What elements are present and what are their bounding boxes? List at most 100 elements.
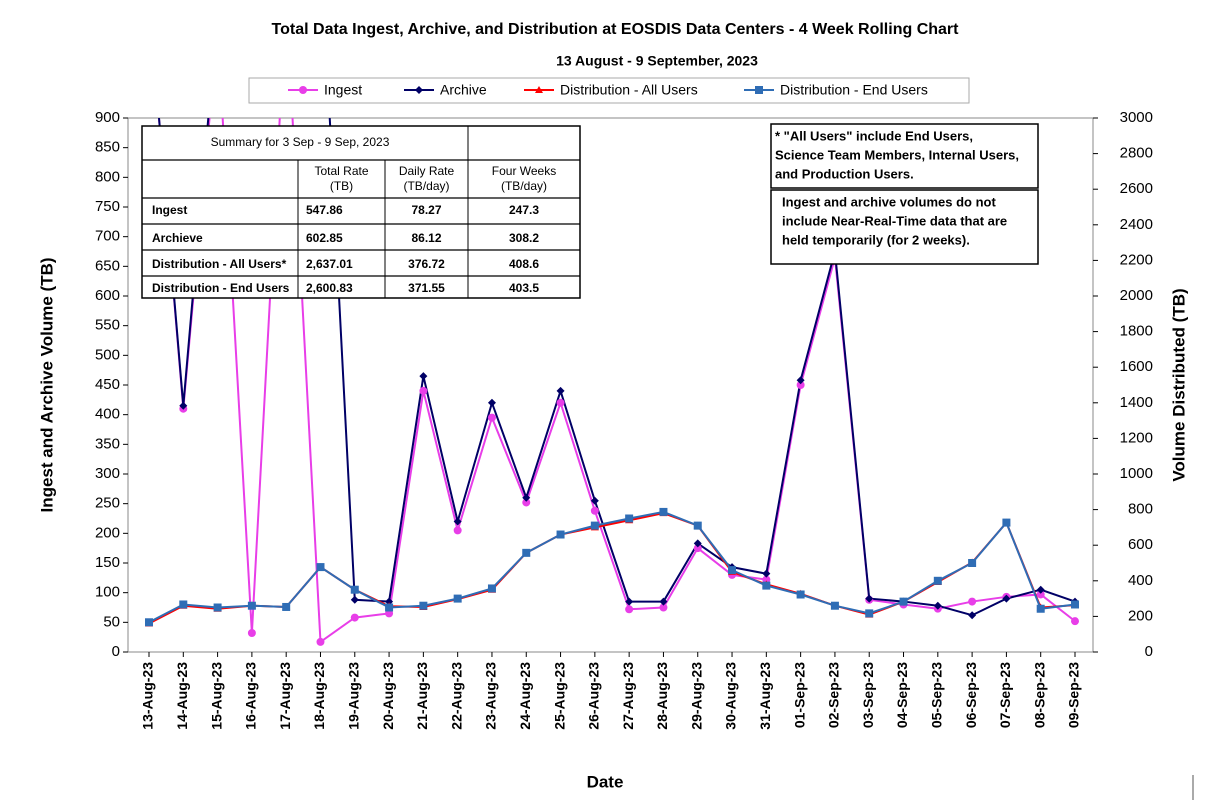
y-tick-label: 50 [103,613,120,630]
table-title: Summary for 3 Sep - 9 Sep, 2023 [211,135,390,149]
marker [556,530,565,539]
marker [728,566,737,575]
marker [316,637,325,646]
x-tick-label: 31-Aug-23 [757,662,773,730]
y2-tick-label: 2400 [1120,216,1153,233]
marker [796,381,805,389]
y-tick-label: 400 [95,406,120,423]
marker [453,526,462,535]
marker [415,86,423,94]
table-cell: 86.12 [411,231,441,245]
x-tick-label: 27-Aug-23 [620,662,636,730]
marker [179,401,188,410]
y-tick-label: 150 [95,554,120,571]
marker [350,595,359,604]
legend-label: Archive [440,82,487,98]
y2-tick-label: 1000 [1120,465,1153,482]
x-tick-label: 19-Aug-23 [345,662,361,730]
x-tick-label: 25-Aug-23 [551,662,567,730]
table-cell: 547.86 [306,203,343,217]
table-cell: 2,637.01 [306,257,353,271]
y2-axis-label: Volume Distributed (TB) [1169,288,1188,481]
marker [419,372,428,381]
x-tick-label: 15-Aug-23 [208,662,224,730]
marker [453,517,462,526]
x-tick-label: 20-Aug-23 [380,662,396,730]
marker [659,597,668,606]
x-tick-label: 06-Sep-23 [963,662,979,728]
legend-label: Ingest [324,82,362,98]
x-tick-label: 13-Aug-23 [140,662,156,730]
marker [214,25,222,33]
chart-subtitle: 13 August - 9 September, 2023 [556,53,758,69]
x-tick-label: 18-Aug-23 [311,662,327,730]
marker [590,506,599,515]
series-line [158,118,1076,617]
y2-tick-label: 1200 [1120,429,1153,446]
y-tick-label: 850 [95,139,120,156]
marker [535,86,543,93]
table-cell: 376.72 [408,257,445,271]
note-box [770,123,1039,189]
marker [487,584,496,593]
x-tick-label: 03-Sep-23 [860,662,876,728]
marker [213,603,222,612]
marker [693,544,702,553]
marker [933,576,942,585]
y-tick-label: 900 [95,109,120,126]
table-cell: 371.55 [408,281,445,295]
x-axis-label: Date [587,772,624,791]
table-header: (TB/day) [501,179,547,193]
marker [865,609,874,618]
y-tick-label: 500 [95,346,120,363]
y2-tick-label: 2600 [1120,180,1153,197]
marker [179,600,188,609]
y2-tick-label: 3000 [1120,109,1153,126]
note-box [770,189,1039,265]
table-cell: Ingest [152,203,187,217]
marker [755,86,763,94]
x-tick-label: 21-Aug-23 [414,662,430,730]
legend-label: Distribution - All Users [560,82,698,98]
plot-layer [145,25,1079,646]
marker [556,386,565,395]
marker [933,601,942,610]
y-tick-label: 700 [95,228,120,245]
y2-tick-label: 600 [1128,536,1153,553]
marker [659,603,668,612]
marker [865,594,874,603]
table-cell: 403.5 [509,281,539,295]
x-tick-label: 17-Aug-23 [277,662,293,730]
y2-tick-label: 2200 [1120,251,1153,268]
y-tick-label: 650 [95,257,120,274]
marker [350,585,359,594]
table-cell: Distribution - All Users* [152,257,287,271]
marker [659,507,668,516]
legend [248,77,970,104]
table-cell: Archieve [152,231,203,245]
x-tick-label: 16-Aug-23 [243,662,259,730]
marker [299,86,307,94]
marker [282,602,291,611]
marker [487,413,496,422]
marker [522,498,531,507]
marker [762,581,771,590]
x-tick-label: 24-Aug-23 [517,662,533,730]
marker [590,496,599,505]
table-cell: 247.3 [509,203,539,217]
marker [522,493,531,502]
marker [762,569,771,578]
x-tick-label: 28-Aug-23 [654,662,670,730]
marker [1002,518,1011,527]
chart-title: Total Data Ingest, Archive, and Distribu… [272,21,960,38]
y2-tick-label: 1800 [1120,323,1153,340]
marker [625,514,634,523]
x-tick-label: 26-Aug-23 [586,662,602,730]
marker [247,629,256,638]
note-text: held temporarily (for 2 weeks). [782,232,970,247]
marker [350,613,359,622]
marker [419,386,428,395]
marker [316,563,325,572]
y-axis-label: Ingest and Archive Volume (TB) [37,257,56,512]
